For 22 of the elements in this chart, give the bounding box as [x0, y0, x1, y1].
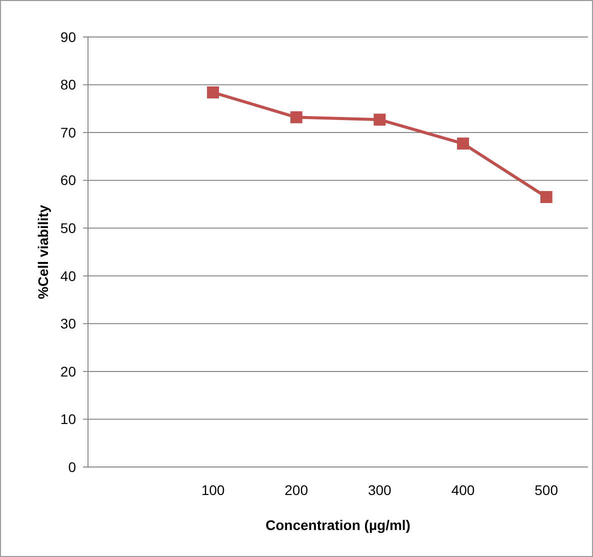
point: [457, 138, 469, 150]
y-tick-label: 0: [68, 458, 76, 475]
x-tick-label: 500: [534, 482, 558, 498]
y-tick-label: 10: [60, 411, 76, 428]
point: [290, 111, 302, 124]
x-tick-label: 100: [201, 482, 225, 498]
point: [374, 114, 386, 126]
y-tick-label: 70: [60, 124, 76, 140]
y-tick-label: 30: [60, 316, 76, 332]
y-axis-title: %Cell viability: [35, 204, 51, 300]
y-tick-label: 50: [60, 220, 76, 236]
x-tick-label: 200: [284, 482, 308, 498]
y-tick-label: 60: [60, 172, 76, 188]
x-tick-label: 400: [451, 482, 475, 498]
x-axis-title: Concentration (µg/ml): [266, 517, 410, 533]
point: [207, 86, 219, 98]
y-tick-label: 80: [60, 76, 76, 93]
y-tick-label: 20: [60, 363, 76, 380]
y-tick-label: 40: [60, 268, 76, 284]
y-tick-label: 90: [60, 28, 76, 45]
point: [540, 191, 552, 204]
x-tick-label: 300: [368, 482, 392, 498]
